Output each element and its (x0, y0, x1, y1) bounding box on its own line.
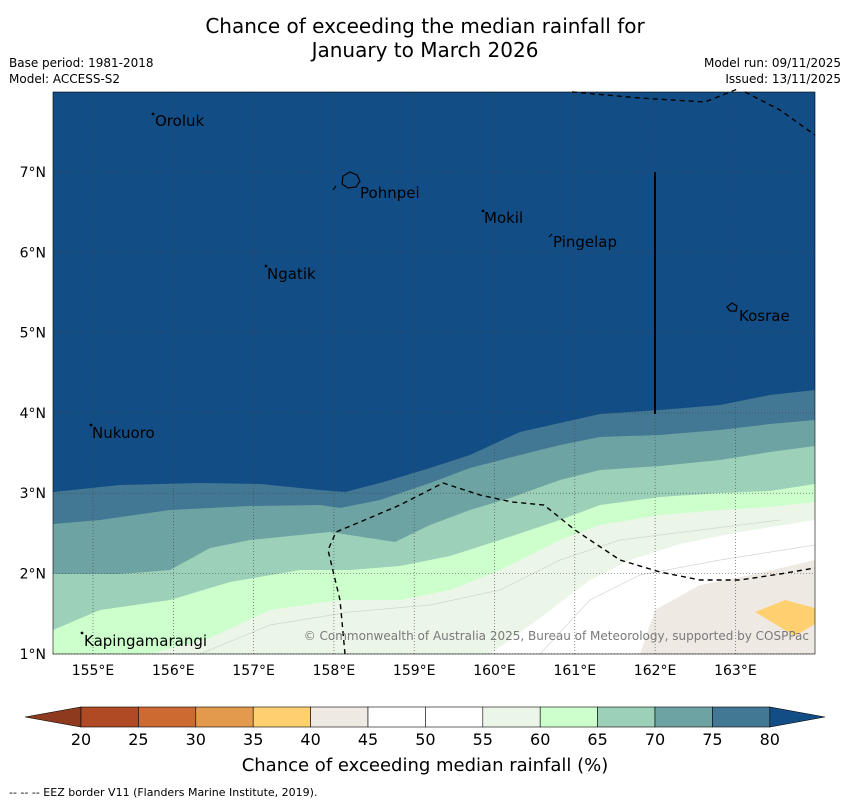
colorbar-segment (597, 706, 656, 728)
lon-tick-label: 162°E (634, 663, 677, 679)
longitude-ticks: 155°E 156°E 157°E 158°E 159°E 160°E 161°E 162°E… (72, 663, 757, 679)
lat-tick-label: 5°N (20, 326, 46, 342)
copyright-notice: © Commonwealth of Australia 2025, Bureau… (304, 629, 809, 643)
nukuoro-atoll (89, 423, 93, 427)
eez-border-south (327, 482, 816, 655)
colorbar-tick-label: 60 (530, 730, 550, 749)
lat-tick-label: 4°N (20, 406, 46, 422)
label-kapingamarangi: Kapingamarangi (84, 632, 207, 650)
meta-right: Model run: 09/11/2025 Issued: 13/11/2025 (704, 55, 841, 87)
oroluk-atoll (151, 112, 155, 116)
colorbar-segment (482, 706, 541, 728)
lat-tick-label: 3°N (20, 486, 46, 502)
colorbar-tick-label: 40 (300, 730, 320, 749)
colorbar-segment (539, 706, 598, 728)
label-pingelap: Pingelap (553, 233, 617, 251)
band-35-40 (755, 600, 815, 636)
lon-tick-label: 155°E (72, 663, 115, 679)
lat-tick-label: 2°N (20, 567, 46, 583)
colorbar-segment (252, 706, 311, 728)
eez-border-northeast (744, 91, 816, 136)
label-nukuoro: Nukuoro (92, 424, 155, 442)
meta-left: Base period: 1981-2018 Model: ACCESS-S2 (9, 55, 154, 87)
lat-tick-label: 7°N (20, 165, 46, 181)
kapinga-atoll (80, 631, 84, 635)
map-frame (52, 91, 816, 655)
eez-border-north (571, 87, 741, 103)
colorbar-label: Chance of exceeding median rainfall (%) (241, 755, 609, 776)
lon-tick-label: 160°E (473, 663, 516, 679)
colorbar-tick-label: 35 (243, 730, 263, 749)
ant-atoll (332, 185, 337, 191)
colorbar-tick-label: 65 (587, 730, 607, 749)
eez-borders (327, 87, 816, 655)
lat-tick-label: 1°N (20, 647, 46, 663)
band-35-45 (640, 560, 815, 654)
kosrae-island (726, 302, 738, 312)
colorbar-tick-label: 45 (358, 730, 378, 749)
lon-tick-label: 163°E (714, 663, 757, 679)
pingelap-atoll (548, 233, 553, 238)
colorbar-segment (80, 706, 139, 728)
colorbar-tick-label: 70 (645, 730, 665, 749)
contour-line-a (199, 519, 781, 654)
colorbar-tick-label: 25 (128, 730, 148, 749)
colorbar-tick-label: 75 (702, 730, 722, 749)
colorbar-tick-label: 50 (415, 730, 435, 749)
colorbar-tick-label: 30 (186, 730, 206, 749)
colorbar-segment (138, 706, 197, 728)
mokil-atoll (481, 209, 485, 213)
ngatik-atoll (264, 264, 268, 268)
colorbar-tick-label: 80 (760, 730, 780, 749)
lon-tick-label: 159°E (393, 663, 436, 679)
place-labels: Oroluk Pohnpei Mokil Pingelap Ngatik Kos… (84, 112, 790, 650)
title-line-1: Chance of exceeding the median rainfall … (205, 14, 645, 38)
eez-footnote: -- -- -- EEZ border V11 (Flanders Marine… (9, 786, 318, 799)
colorbar-segment (367, 706, 426, 728)
pohnpei-island (341, 171, 361, 189)
label-kosrae: Kosrae (739, 307, 790, 325)
colorbar-tick-label: 20 (71, 730, 91, 749)
label-ngatik: Ngatik (267, 265, 316, 283)
contour-line-b (539, 544, 815, 654)
label-pohnpei: Pohnpei (360, 184, 420, 202)
probability-field (53, 92, 815, 654)
colorbar-segment (712, 706, 771, 728)
islands (80, 112, 738, 635)
colorbar-under-arrow (24, 706, 82, 728)
title-line-2: January to March 2026 (311, 38, 539, 62)
colorbar-segment (425, 706, 484, 728)
model-name: Model: ACCESS-S2 (9, 72, 121, 86)
lat-tick-label: 6°N (20, 245, 46, 261)
label-mokil: Mokil (484, 209, 523, 227)
colorbar-over-arrow (769, 706, 826, 728)
base-period: Base period: 1981-2018 (9, 56, 154, 70)
colorbar: 20 25 30 35 40 45 50 55 60 65 70 75 80 (24, 706, 826, 749)
lon-tick-label: 156°E (152, 663, 195, 679)
latitude-ticks: 7°N 6°N 5°N 4°N 3°N 2°N 1°N (20, 165, 46, 663)
lon-tick-label: 161°E (554, 663, 597, 679)
model-run: Model run: 09/11/2025 (703, 56, 841, 70)
colorbar-segment (195, 706, 254, 728)
issued-date: Issued: 13/11/2025 (725, 72, 841, 86)
lon-tick-label: 158°E (313, 663, 356, 679)
lon-tick-label: 157°E (232, 663, 275, 679)
label-oroluk: Oroluk (155, 112, 204, 130)
colorbar-segment (310, 706, 369, 728)
colorbar-tick-label: 55 (473, 730, 493, 749)
colorbar-segment (654, 706, 713, 728)
